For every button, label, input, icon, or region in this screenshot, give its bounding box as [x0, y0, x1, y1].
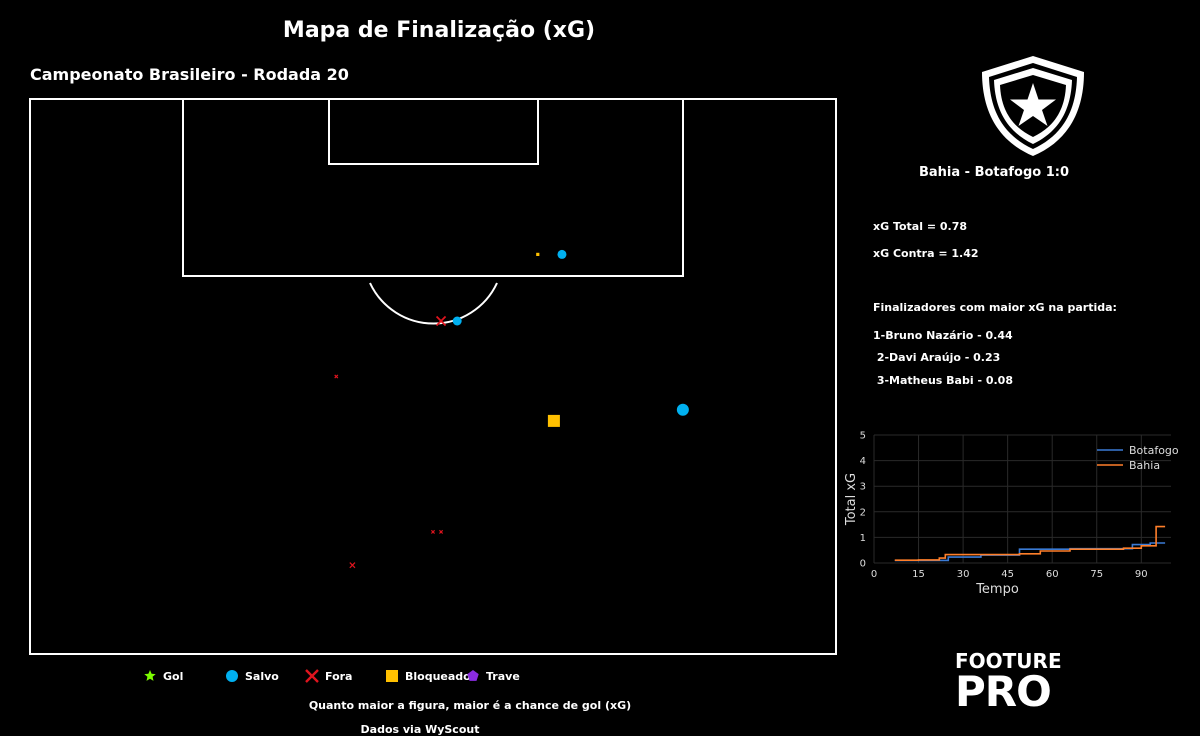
penalty-arc: [369, 282, 498, 325]
brand-line-2: PRO: [955, 667, 1052, 716]
y-tick-label: 4: [860, 456, 866, 467]
chart-title: Mapa de Finalização (xG): [282, 18, 596, 43]
x-axis-label: Tempo: [975, 582, 1019, 597]
legend-item-fora: Fora: [305, 668, 352, 684]
shot-marker-5: [435, 315, 447, 327]
x-tick-label: 45: [1001, 569, 1014, 580]
legend-item-gol: Gol: [143, 668, 183, 684]
y-tick-label: 3: [860, 482, 866, 493]
shot-marker-9: [349, 562, 356, 569]
shots-layer: [334, 249, 689, 569]
shot-marker-8: [557, 249, 567, 259]
size-note: Quanto maior a figura, maior é a chance …: [308, 699, 632, 712]
shot-marker-3: [439, 529, 444, 534]
legend-item-salvo: Salvo: [225, 668, 279, 684]
shot-marker-1: [547, 414, 560, 427]
legend-marker-circle: [226, 670, 238, 682]
legend-marker-star: [144, 670, 156, 681]
y-tick-label: 2: [860, 507, 866, 518]
data-source: Dados via WyScout: [360, 723, 480, 736]
footure-pro-logo: FOOTURE PRO: [955, 649, 1065, 716]
top-shooter-1: 1-Bruno Nazário - 0.44: [873, 329, 1013, 342]
top-shooter-3: 3-Matheus Babi - 0.08: [873, 374, 1013, 387]
pitch-lines: [29, 98, 837, 655]
legend-label: Bloqueado: [405, 669, 471, 683]
circle-icon: [226, 670, 238, 682]
legend-marker-square: [386, 670, 398, 682]
series-line-botafogo: [894, 542, 1166, 562]
brand-line-1: FOOTURE: [955, 649, 1062, 673]
xg-contra: xG Contra = 1.42: [873, 247, 979, 260]
x-tick-label: 0: [871, 569, 877, 580]
shot-marker-0: [676, 403, 689, 416]
chart-subtitle: Campeonato Brasileiro - Rodada 20: [30, 65, 349, 84]
x-tick-label: 60: [1046, 569, 1059, 580]
y-tick-label: 1: [860, 533, 866, 544]
legend-label: Gol: [163, 669, 184, 683]
legend-label: Salvo: [245, 669, 279, 683]
top-shooters-heading: Finalizadores com maior xG na partida:: [873, 301, 1117, 314]
shot-marker-2: [430, 529, 436, 534]
match-result: Bahia - Botafogo 1:0: [918, 165, 1070, 180]
shot-legend: Gol Salvo Fora Bloqueado Trave: [0, 668, 878, 690]
legend-label-botafogo: Botafogo: [1129, 444, 1179, 457]
shot-marker-6: [452, 316, 462, 326]
pentagon-icon: [467, 670, 479, 681]
top-shooter-2: 2-Davi Araújo - 0.23: [873, 351, 1001, 364]
legend-marker-x: [305, 669, 319, 683]
x-icon: [305, 669, 319, 683]
shot-marker-7: [536, 252, 540, 256]
x-tick-label: 15: [912, 569, 925, 580]
xg-total: xG Total = 0.78: [873, 220, 968, 233]
legend-label-bahia: Bahia: [1129, 459, 1160, 472]
penalty-area: [182, 98, 684, 277]
chart-grid: [873, 434, 1171, 564]
legend-label: Fora: [325, 669, 353, 683]
y-tick-label: 0: [860, 559, 866, 570]
legend-item-trave: Trave: [466, 668, 520, 684]
x-tick-label: 90: [1135, 569, 1148, 580]
y-axis-label: Total xG: [844, 473, 859, 526]
botafogo-shield-icon: [982, 56, 1084, 156]
series-line-bahia: [894, 525, 1166, 561]
legend-marker-pentagon: [467, 670, 479, 681]
goal-area: [328, 98, 539, 165]
square-icon: [386, 670, 398, 682]
y-tick-label: 5: [860, 431, 866, 442]
x-tick-label: 75: [1090, 569, 1103, 580]
shot-map: [29, 98, 837, 655]
x-tick-label: 30: [957, 569, 970, 580]
shot-marker-4: [334, 374, 339, 379]
star-icon: [144, 670, 156, 681]
legend-label: Trave: [486, 669, 520, 683]
pitch-outline: [29, 98, 837, 655]
legend-item-bloqueado: Bloqueado: [385, 668, 471, 684]
